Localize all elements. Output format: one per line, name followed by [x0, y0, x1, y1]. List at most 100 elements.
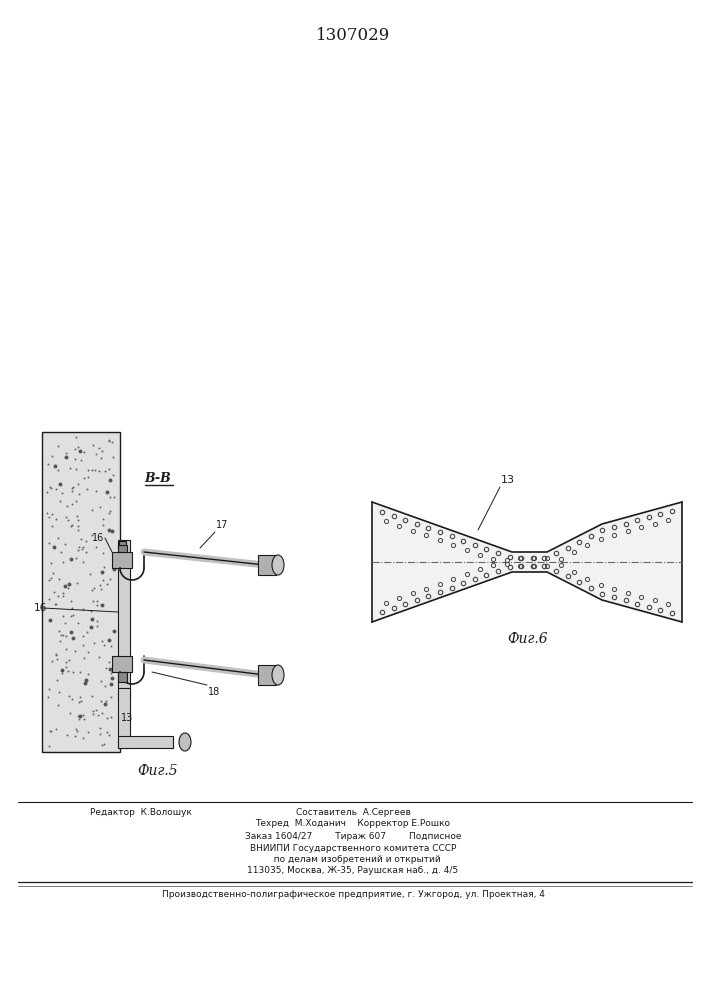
Point [74, 689, 86, 705]
Text: Составитель  А.Сергеев: Составитель А.Сергеев [296, 808, 411, 817]
Point [90, 462, 101, 478]
Point [67, 664, 78, 680]
Point [105, 503, 116, 519]
Point [49, 539, 60, 555]
Point [64, 705, 75, 721]
Point [46, 555, 57, 571]
Text: B-B: B-B [145, 472, 171, 485]
Point [53, 462, 64, 478]
Point [83, 666, 94, 682]
Text: 1307029: 1307029 [316, 26, 390, 43]
Point [42, 505, 53, 521]
Text: Заказ 1604/27        Тираж 607        Подписное: Заказ 1604/27 Тираж 607 Подписное [245, 832, 461, 841]
Point [46, 448, 57, 464]
Point [66, 600, 77, 616]
Point [74, 443, 86, 459]
Point [54, 571, 65, 587]
Point [59, 536, 71, 552]
Point [86, 688, 98, 704]
Point [83, 469, 94, 485]
Point [90, 539, 102, 555]
Point [97, 737, 108, 753]
Point [43, 572, 54, 588]
Point [54, 633, 66, 649]
Point [74, 539, 85, 555]
Point [72, 575, 83, 591]
Point [57, 554, 69, 570]
Point [52, 697, 64, 713]
Point [50, 481, 62, 497]
Text: 113035, Москва, Ж-35, Раушская наб., д. 4/5: 113035, Москва, Ж-35, Раушская наб., д. … [247, 866, 459, 875]
Bar [118, 672, 127, 682]
Point [78, 539, 89, 555]
Point [72, 476, 83, 492]
Point [65, 608, 76, 624]
Point [77, 554, 88, 570]
Point [45, 479, 56, 495]
Point [95, 450, 107, 466]
Point [57, 627, 69, 643]
Point [78, 470, 90, 486]
Point [90, 483, 102, 499]
Text: Техред  М.Ходанич    Корректор Е.Рошко: Техред М.Ходанич Корректор Е.Рошко [255, 819, 450, 828]
Point [96, 564, 107, 580]
Point [66, 496, 78, 512]
Point [49, 458, 60, 474]
Point [105, 689, 117, 705]
Point [71, 508, 83, 524]
Bar [118, 688, 130, 748]
Point [86, 462, 98, 478]
Text: по делам изобретений и открытий: по делам изобретений и открытий [265, 855, 441, 864]
Point [76, 452, 87, 468]
Point [50, 511, 62, 527]
Text: ВНИИПИ Государственного комитета СССР: ВНИИПИ Государственного комитета СССР [250, 844, 456, 853]
Point [87, 593, 98, 609]
Ellipse shape [272, 555, 284, 575]
Text: Фиг.5: Фиг.5 [138, 764, 178, 778]
Point [105, 638, 117, 654]
Point [103, 433, 115, 449]
Point [88, 703, 99, 719]
Point [101, 724, 112, 740]
Point [66, 517, 78, 533]
Bar [118, 545, 127, 552]
Point [77, 628, 88, 644]
Point [105, 665, 117, 681]
Text: 16: 16 [34, 603, 47, 613]
Point [104, 522, 115, 538]
Point [95, 499, 106, 515]
Point [77, 601, 88, 617]
Point [60, 578, 71, 594]
Point [65, 551, 76, 567]
Point [90, 702, 101, 718]
Point [109, 561, 120, 577]
Point [70, 550, 81, 566]
Point [63, 652, 74, 668]
Point [62, 498, 73, 514]
Point [70, 451, 81, 467]
Ellipse shape [272, 665, 284, 685]
Point [94, 440, 105, 456]
Point [60, 445, 71, 461]
Point [54, 684, 65, 700]
Point [106, 434, 117, 450]
Point [105, 676, 117, 692]
Point [44, 723, 55, 739]
Point [108, 623, 119, 639]
Point [104, 661, 115, 677]
Point [91, 593, 103, 609]
Point [96, 633, 107, 649]
Point [54, 493, 66, 509]
Text: 16: 16 [92, 533, 104, 543]
Point [45, 480, 57, 496]
Point [43, 738, 54, 754]
Point [60, 659, 71, 675]
Point [88, 635, 100, 651]
Point [76, 693, 87, 709]
Point [90, 446, 102, 462]
Point [62, 663, 74, 679]
Point [107, 467, 118, 483]
Point [42, 689, 53, 705]
Point [98, 517, 109, 533]
Point [47, 565, 59, 581]
